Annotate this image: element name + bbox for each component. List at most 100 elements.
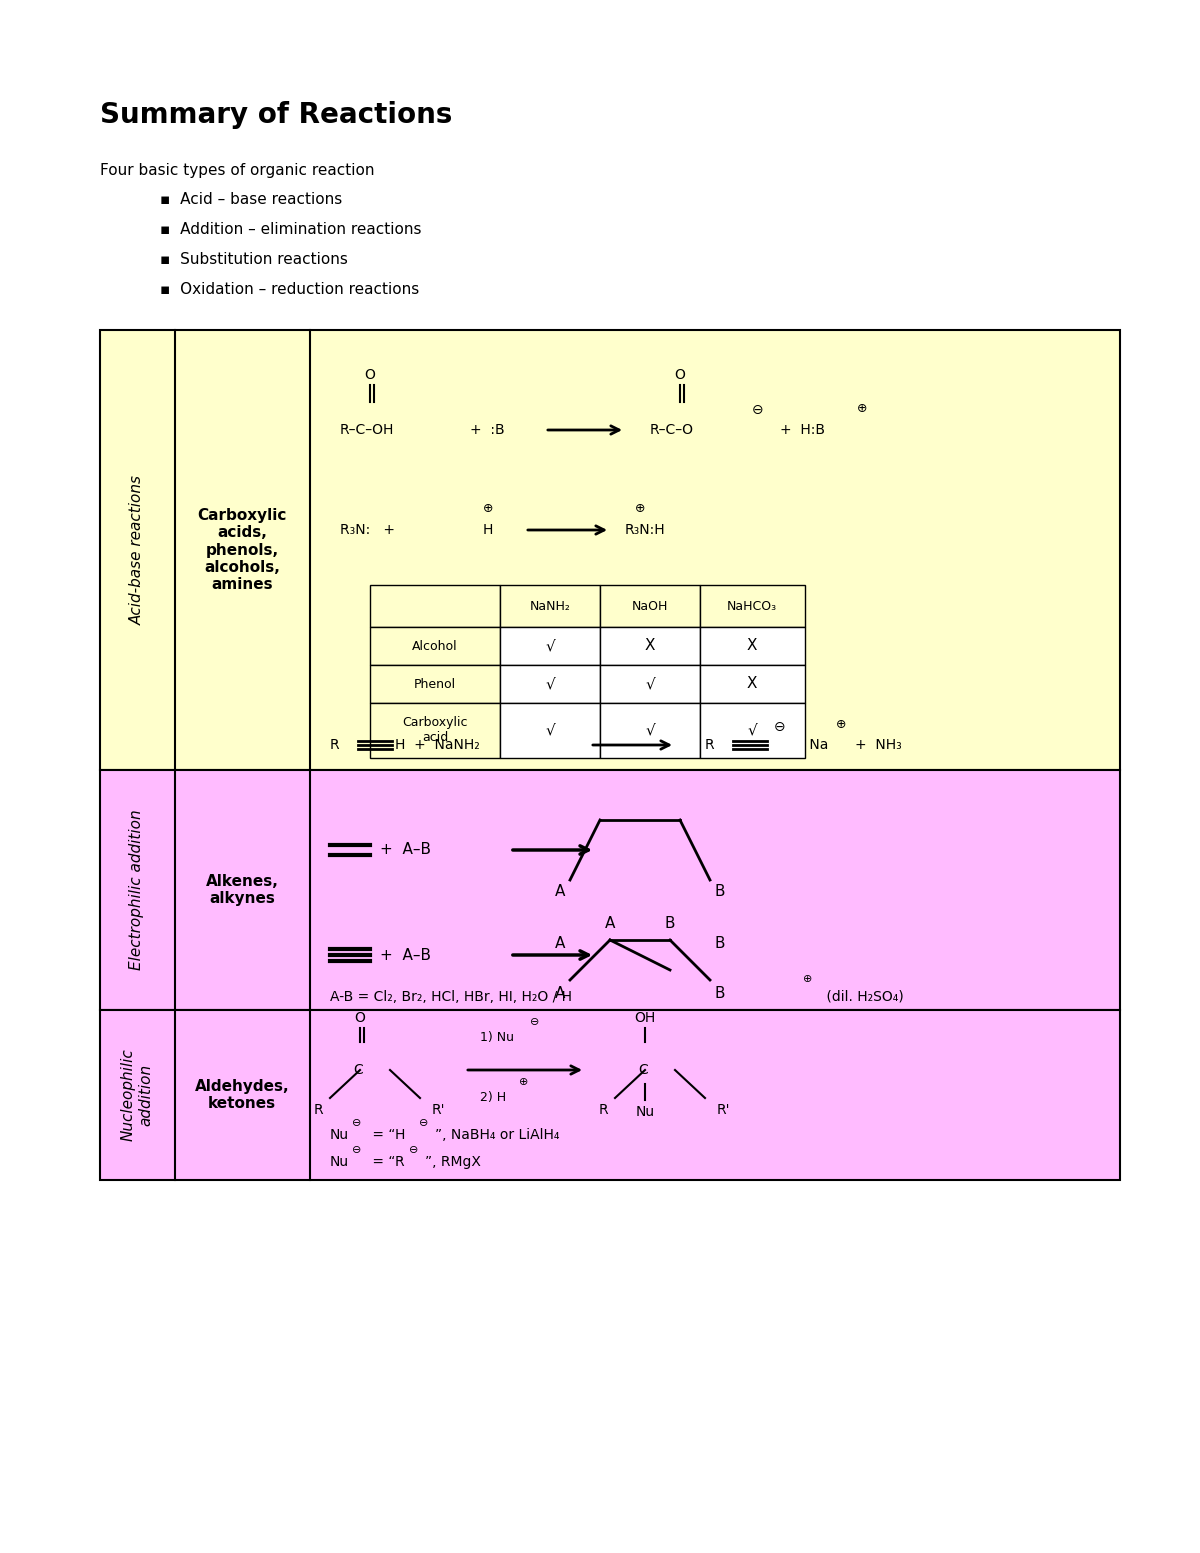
Text: +  :B: + :B — [470, 422, 505, 436]
Bar — [370, 585, 500, 627]
Text: Nu: Nu — [330, 1155, 349, 1169]
Text: H  +  NaNH₂: H + NaNH₂ — [395, 738, 480, 752]
Text: R–C–OH: R–C–OH — [340, 422, 395, 436]
Text: ⊕: ⊕ — [520, 1076, 529, 1087]
Text: R–C–O: R–C–O — [650, 422, 694, 436]
Bar — [700, 585, 805, 627]
Bar — [100, 770, 1120, 1009]
Text: ⊖: ⊖ — [752, 402, 764, 418]
Text: Acid-base reactions: Acid-base reactions — [130, 475, 144, 624]
Text: ⊖: ⊖ — [419, 1118, 428, 1127]
Text: Nu: Nu — [636, 1106, 654, 1120]
Text: A: A — [554, 986, 565, 1000]
Text: Aldehydes,
ketones: Aldehydes, ketones — [194, 1079, 289, 1112]
Text: ⊕: ⊕ — [635, 502, 646, 514]
Text: ▪  Oxidation – reduction reactions: ▪ Oxidation – reduction reactions — [160, 283, 419, 298]
Text: A-B = Cl₂, Br₂, HCl, HBr, HI, H₂O / H: A-B = Cl₂, Br₂, HCl, HBr, HI, H₂O / H — [330, 989, 572, 1003]
Text: +  A–B: + A–B — [380, 842, 431, 857]
Text: R₃N:H: R₃N:H — [625, 523, 666, 537]
Text: X: X — [746, 638, 757, 654]
Text: Electrophilic addition: Electrophilic addition — [130, 809, 144, 971]
Text: √: √ — [646, 722, 655, 738]
Text: ⊕: ⊕ — [482, 502, 493, 514]
Bar — [500, 585, 600, 627]
Text: ⊕: ⊕ — [803, 974, 812, 985]
Text: ”, NaBH₄ or LiAlH₄: ”, NaBH₄ or LiAlH₄ — [436, 1127, 559, 1141]
Text: A: A — [554, 935, 565, 950]
Text: ”, RMgX: ”, RMgX — [425, 1155, 481, 1169]
Text: NaOH: NaOH — [632, 599, 668, 612]
Text: Nucleophilic
addition: Nucleophilic addition — [121, 1048, 154, 1141]
Bar — [100, 329, 1120, 770]
Text: Phenol: Phenol — [414, 677, 456, 691]
Bar — [100, 1009, 1120, 1180]
Text: √: √ — [545, 638, 554, 654]
Text: ⊕: ⊕ — [857, 402, 868, 415]
Text: ▪  Addition – elimination reactions: ▪ Addition – elimination reactions — [160, 222, 421, 238]
Text: R: R — [330, 738, 340, 752]
Bar — [370, 704, 500, 758]
Bar — [700, 627, 805, 665]
Text: Alcohol: Alcohol — [412, 640, 458, 652]
Text: Nu: Nu — [330, 1127, 349, 1141]
Text: ⊖: ⊖ — [353, 1118, 361, 1127]
Text: Summary of Reactions: Summary of Reactions — [100, 101, 452, 129]
Bar — [700, 704, 805, 758]
Bar — [600, 704, 700, 758]
Text: = “H: = “H — [368, 1127, 406, 1141]
Text: +  A–B: + A–B — [380, 947, 431, 963]
Text: Alkenes,
alkynes: Alkenes, alkynes — [205, 874, 278, 907]
Text: R': R' — [718, 1103, 731, 1117]
Text: +  H:B: + H:B — [780, 422, 826, 436]
Text: O: O — [354, 1011, 366, 1025]
Text: ⊕: ⊕ — [835, 719, 846, 731]
Text: R: R — [313, 1103, 323, 1117]
Text: = “R: = “R — [368, 1155, 404, 1169]
Text: C: C — [638, 1062, 648, 1076]
Text: NaNH₂: NaNH₂ — [529, 599, 570, 612]
Text: B: B — [665, 916, 676, 930]
Text: A: A — [605, 916, 616, 930]
Text: 2) H: 2) H — [480, 1092, 506, 1104]
Bar — [700, 665, 805, 704]
Text: A: A — [554, 885, 565, 899]
Text: B: B — [715, 986, 725, 1000]
Text: √: √ — [545, 677, 554, 691]
Text: B: B — [715, 885, 725, 899]
Text: ⊖: ⊖ — [774, 721, 786, 735]
Bar — [370, 665, 500, 704]
Text: OH: OH — [635, 1011, 655, 1025]
Text: Four basic types of organic reaction: Four basic types of organic reaction — [100, 163, 374, 177]
Text: 1) Nu: 1) Nu — [480, 1031, 514, 1045]
Text: √: √ — [545, 722, 554, 738]
Bar — [600, 665, 700, 704]
Text: O: O — [674, 368, 685, 382]
Text: ▪  Acid – base reactions: ▪ Acid – base reactions — [160, 193, 342, 208]
Text: ⊖: ⊖ — [409, 1145, 419, 1155]
Bar — [600, 585, 700, 627]
Text: ▪  Substitution reactions: ▪ Substitution reactions — [160, 253, 348, 267]
Text: √: √ — [748, 722, 757, 738]
Text: √: √ — [646, 677, 655, 691]
Text: ⊖: ⊖ — [353, 1145, 361, 1155]
Text: C: C — [353, 1062, 362, 1076]
Bar — [370, 627, 500, 665]
Text: ⊖: ⊖ — [530, 1017, 540, 1027]
Text: Na: Na — [805, 738, 828, 752]
Text: Carboxylic
acids,
phenols,
alcohols,
amines: Carboxylic acids, phenols, alcohols, ami… — [197, 508, 287, 592]
Bar — [500, 627, 600, 665]
Text: X: X — [746, 677, 757, 691]
Text: R': R' — [432, 1103, 445, 1117]
Text: +  NH₃: + NH₃ — [854, 738, 901, 752]
Text: B: B — [715, 935, 725, 950]
Bar — [500, 704, 600, 758]
Text: Carboxylic
acid: Carboxylic acid — [402, 716, 468, 744]
Text: X: X — [644, 638, 655, 654]
Text: (dil. H₂SO₄): (dil. H₂SO₄) — [822, 989, 904, 1003]
Text: NaHCO₃: NaHCO₃ — [727, 599, 778, 612]
Text: R: R — [706, 738, 715, 752]
Bar — [600, 627, 700, 665]
Text: H: H — [482, 523, 493, 537]
Bar — [500, 665, 600, 704]
Text: R₃N:   +: R₃N: + — [340, 523, 395, 537]
